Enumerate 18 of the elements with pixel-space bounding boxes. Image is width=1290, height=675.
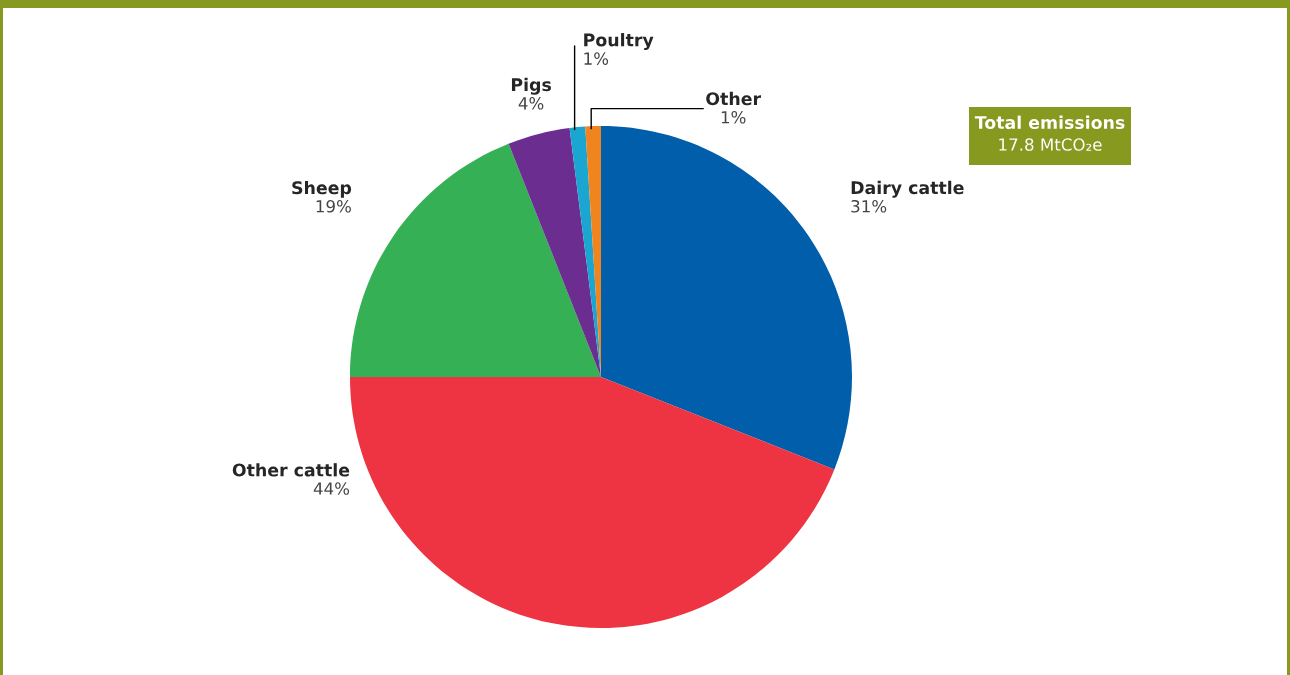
slice-label: Poultry <box>584 33 654 50</box>
pie-slice <box>350 377 835 628</box>
pie-slice <box>601 126 852 470</box>
slice-label: Pigs <box>511 77 551 95</box>
data-label: 44% <box>313 482 350 495</box>
text: 17.8 MtCO₂e <box>999 138 1102 151</box>
pie-slice <box>350 143 601 377</box>
slice-label: Sheep <box>292 180 352 198</box>
slice-label: Other <box>706 91 762 106</box>
pie-slice <box>508 127 601 377</box>
slice-label: Dairy cattle <box>851 180 964 198</box>
data-label: 1% <box>584 52 609 65</box>
data-label: 1% <box>721 110 746 124</box>
text: Total emissions <box>974 115 1125 130</box>
data-label: 19% <box>316 199 351 213</box>
data-label: 4% <box>518 97 544 110</box>
slice-label: Other cattle <box>232 463 350 477</box>
data-label: 31% <box>851 199 887 213</box>
